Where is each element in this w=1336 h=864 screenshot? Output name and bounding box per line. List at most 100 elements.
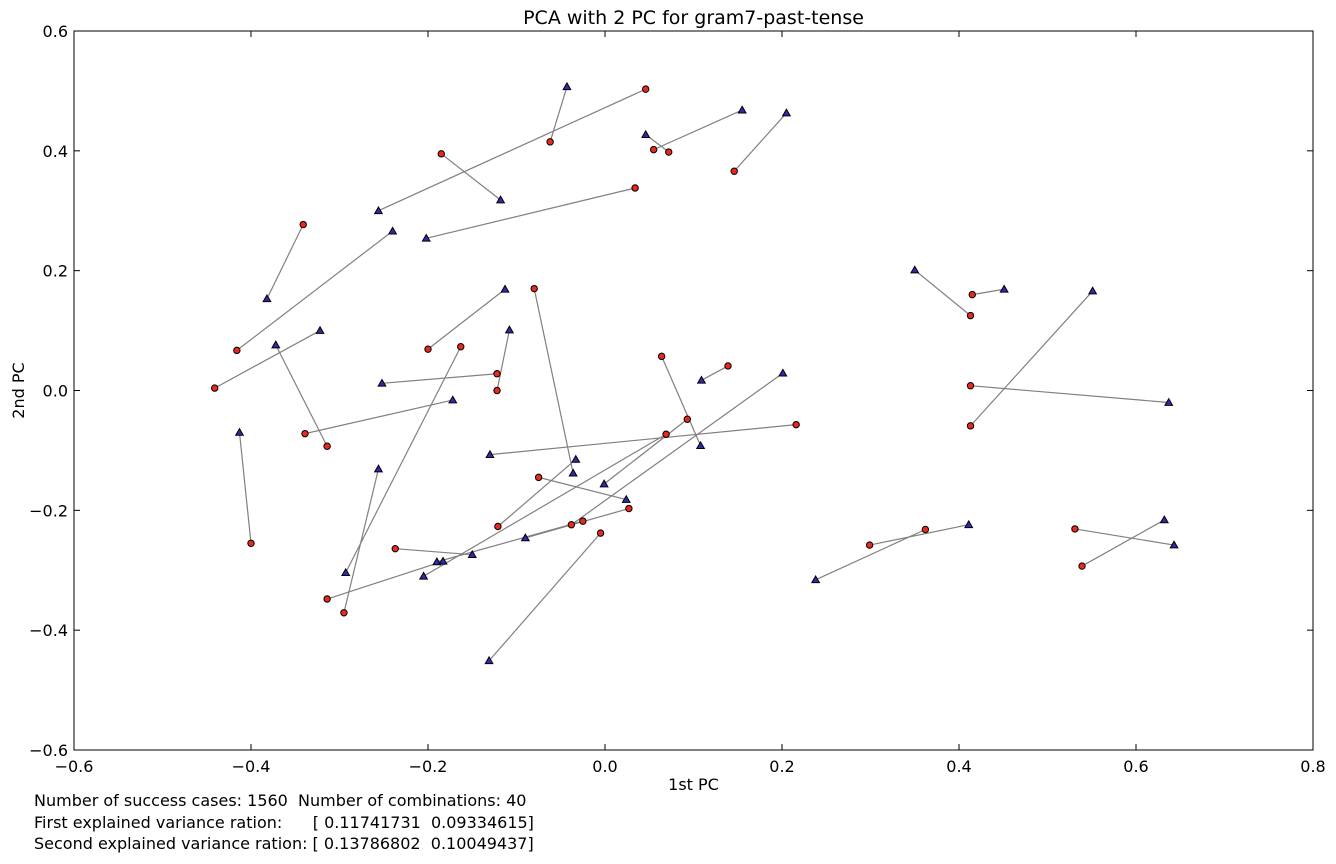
circle-point-23 [340, 609, 348, 617]
pair-line-9 [427, 288, 506, 350]
circle-point-4 [665, 148, 673, 156]
circle-point-11 [211, 384, 219, 392]
axis-ticks: −0.6 −0.4 −0.2 0.0 0.2 0.4 0.6 0.8 −0.6 −0.4 −0.2 0… [29, 22, 1326, 776]
triangle-point-21 [418, 571, 429, 580]
triangle-point-20 [599, 479, 609, 488]
pair-line-22 [238, 432, 252, 544]
circle-point-20 [683, 415, 692, 423]
triangle-point-25 [571, 454, 581, 463]
pair-line-13 [345, 346, 462, 573]
circle-point-6 [631, 184, 639, 192]
triangle-point-2 [495, 195, 506, 204]
triangle-point-29 [467, 549, 477, 559]
triangle-point-24 [621, 494, 631, 503]
pair-line-20 [603, 418, 688, 485]
circle-point-28 [625, 504, 633, 513]
circle-point-7 [299, 220, 307, 229]
triangle-point-1 [562, 81, 572, 91]
triangle-point-38 [1169, 540, 1179, 549]
circle-point-14 [493, 370, 501, 378]
chart-title: PCA with 2 PC for gram7-past-tense [523, 7, 864, 29]
triangle-point-7 [262, 294, 272, 303]
pair-line-30 [326, 560, 444, 600]
circle-point-36 [921, 525, 930, 534]
pair-line-34 [970, 290, 1094, 427]
triangle-point-36 [810, 575, 821, 584]
triangle-point-9 [500, 284, 510, 293]
pair-line-33 [972, 288, 1005, 296]
pair-line-7 [266, 224, 304, 300]
circle-point-38 [1071, 525, 1079, 533]
pair-line-16 [304, 399, 453, 435]
circle-point-33 [968, 290, 976, 299]
triangle-point-19 [485, 449, 495, 458]
triangle-point-15 [504, 325, 515, 334]
circle-point-22 [247, 539, 255, 547]
circle-point-39 [1078, 562, 1086, 570]
triangle-point-28 [520, 533, 531, 542]
pair-line-35 [970, 385, 1169, 404]
pair-line-19 [489, 424, 797, 456]
pair-line-37 [869, 524, 969, 546]
circle-point-17 [657, 352, 666, 361]
circle-point-15 [493, 386, 501, 395]
pair-line-32 [914, 269, 971, 317]
circle-point-27 [579, 517, 587, 525]
y-tick-label-6: 0.6 [43, 22, 68, 41]
pair-line-6 [426, 187, 636, 239]
triangle-point-6 [421, 233, 431, 242]
y-tick-label-3: 0.0 [43, 382, 68, 401]
x-tick-label-5: 0.4 [946, 757, 971, 776]
pair-line-8 [236, 230, 393, 351]
pair-line-23 [343, 468, 380, 613]
x-tick-label-6: 0.6 [1123, 757, 1148, 776]
circle-point-30 [323, 595, 331, 603]
y-axis-label: 2nd PC [9, 362, 28, 418]
y-tick-label-2: −0.2 [29, 501, 68, 520]
triangle-point-11 [315, 325, 325, 334]
triangle-point-37 [964, 519, 974, 529]
circle-point-16 [301, 429, 309, 438]
triangle-point-18 [696, 375, 707, 384]
triangle-point-16 [448, 395, 458, 404]
x-tick-label-2: −0.2 [409, 757, 448, 776]
pair-line-38 [1074, 528, 1175, 546]
pair-line-12 [275, 344, 328, 447]
circle-point-34 [966, 422, 975, 430]
pair-line-0 [378, 88, 646, 212]
x-tick-label-4: 0.2 [769, 757, 794, 776]
triangle-point-31 [484, 655, 494, 665]
triangle-point-34 [1087, 286, 1098, 295]
triangle-point-13 [341, 567, 351, 576]
circle-point-24 [534, 473, 543, 482]
pair-line-17 [661, 356, 702, 446]
x-tick-label-0: −0.6 [55, 757, 94, 776]
x-axis-label: 1st PC [668, 775, 719, 794]
triangle-point-39 [1159, 515, 1169, 524]
pair-line-11 [214, 330, 321, 389]
triangle-point-10 [568, 468, 578, 477]
circle-point-29 [391, 544, 399, 553]
pair-line-1 [549, 86, 568, 143]
triangle-point-0 [373, 205, 384, 215]
triangle-point-12 [271, 340, 281, 349]
footer-second-variance: Second explained variance ration: [ 0.13… [34, 834, 534, 853]
data-points [211, 81, 1179, 665]
circle-point-25 [494, 522, 502, 531]
pair-lines [214, 86, 1175, 662]
x-tick-label-3: 0.0 [592, 757, 617, 776]
pair-line-31 [488, 532, 602, 662]
triangle-point-26 [778, 368, 788, 377]
circle-point-21 [662, 430, 670, 438]
circle-point-31 [596, 529, 605, 537]
y-tick-label-1: −0.4 [29, 621, 68, 640]
triangle-point-32 [910, 265, 920, 274]
pair-line-10 [533, 288, 574, 474]
circle-point-13 [457, 343, 465, 351]
footer-first-variance: First explained variance ration: [ 0.117… [34, 813, 534, 832]
pair-line-5 [733, 112, 787, 172]
y-tick-label-0: −0.6 [29, 741, 68, 760]
triangle-point-4 [641, 129, 651, 139]
pair-line-14 [381, 373, 498, 384]
